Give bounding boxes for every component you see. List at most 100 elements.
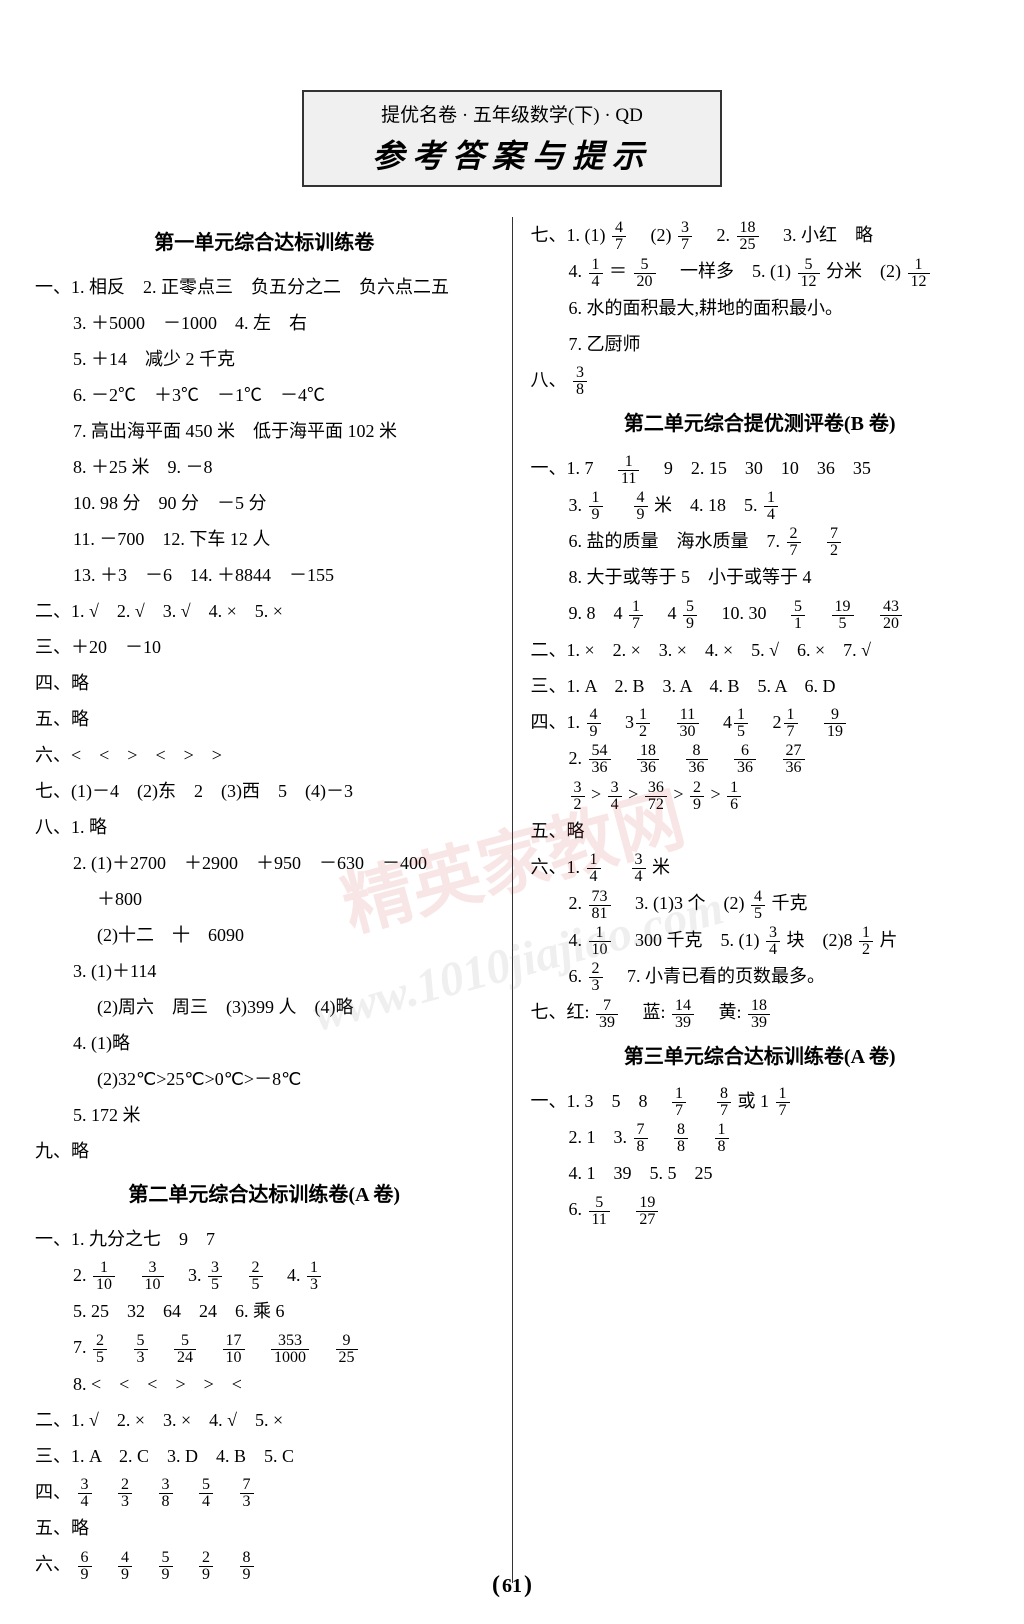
- fraction: 17: [776, 1086, 790, 1119]
- answer-line: 四、1. 49 312 1130 415 217 919: [531, 704, 990, 740]
- text: 2. 1 3.: [569, 1127, 632, 1147]
- text: 4.: [269, 1265, 305, 1285]
- fraction: 27: [787, 526, 801, 559]
- fraction: 836: [686, 743, 708, 776]
- fraction: 110: [589, 925, 611, 958]
- fraction: 14: [764, 490, 778, 523]
- answer-line: 四、 34 23 38 54 73: [35, 1474, 494, 1510]
- answer-line: 9. 8 4 17 4 59 10. 30 51 195 4320: [531, 595, 990, 631]
- fraction: 59: [159, 1550, 173, 1583]
- answer-line: 三、1. A 2. B 3. A 4. B 5. A 6. D: [531, 668, 990, 704]
- answer-line: 五、略: [35, 1510, 494, 1546]
- answer-line: 6. －2℃ ＋3℃ －1℃ －4℃: [35, 377, 494, 413]
- answer-line: (2)周六 周三 (3)399 人 (4)略: [35, 989, 494, 1025]
- answer-line: 2. 1 3. 78 88 18: [531, 1119, 990, 1155]
- fraction: 5436: [589, 743, 611, 776]
- fraction: 310: [142, 1260, 164, 1293]
- fraction: 49: [587, 707, 601, 740]
- answer-line: 6. 23 7. 小青已看的页数最多。: [531, 958, 990, 994]
- fraction: 47: [612, 220, 626, 253]
- fraction: 89: [240, 1550, 254, 1583]
- fraction: 12: [636, 707, 650, 740]
- fraction: 23: [118, 1477, 132, 1510]
- fraction: 53: [134, 1333, 148, 1366]
- header-title: 参考答案与提示: [304, 131, 720, 177]
- text: 四、1.: [531, 712, 585, 732]
- fraction: 35: [208, 1260, 222, 1293]
- section-title: 第二单元综合达标训练卷(A 卷): [35, 1175, 494, 1215]
- text: 七、红:: [531, 1002, 590, 1022]
- fraction: 73: [240, 1477, 254, 1510]
- answer-line: 五、略: [531, 813, 990, 849]
- text: 3. 小红 略: [765, 225, 873, 245]
- text: 6.: [569, 1199, 587, 1219]
- fraction: 25: [249, 1260, 263, 1293]
- text: 七、1. (1): [531, 225, 606, 245]
- text: 千克: [771, 893, 807, 913]
- fraction: 25: [93, 1333, 107, 1366]
- text: 3.: [569, 495, 587, 515]
- answer-line: 二、1. √ 2. × 3. × 4. √ 5. ×: [35, 1402, 494, 1438]
- text: 300 千克 5. (1): [617, 930, 760, 950]
- text: [607, 857, 625, 877]
- fraction: 13: [307, 1260, 321, 1293]
- text: 蓝:: [625, 1002, 666, 1022]
- fraction: 72: [827, 526, 841, 559]
- fraction: 19: [589, 490, 603, 523]
- answer-line: 九、略: [35, 1133, 494, 1169]
- text: 一、1. 7: [531, 458, 612, 478]
- text: 分米 (2): [826, 261, 901, 281]
- content: 第一单元综合达标训练卷 一、1. 相反 2. 正零点三 负五分之二 负六点二五 …: [0, 207, 1024, 1583]
- answer-line: 一、1. 九分之七 9 7: [35, 1221, 494, 1257]
- text: [609, 495, 627, 515]
- answer-line: 四、略: [35, 665, 494, 701]
- text: 六、: [35, 1554, 71, 1574]
- answer-line: 11. －700 12. 下车 12 人: [35, 521, 494, 557]
- fraction: 45: [751, 889, 765, 922]
- fraction: 1130: [677, 707, 699, 740]
- answer-line: 4. (1)略: [35, 1025, 494, 1061]
- answer-line: 一、1. 相反 2. 正零点三 负五分之二 负六点二五: [35, 269, 494, 305]
- text: 4.: [569, 930, 587, 950]
- text: 6. 盐的质量 海水质量 7.: [569, 531, 785, 551]
- text: 7. 小青已看的页数最多。: [609, 966, 825, 986]
- fraction: 111: [618, 454, 639, 487]
- fraction: 14: [587, 852, 601, 885]
- fraction: 511: [589, 1195, 610, 1228]
- fraction: 925: [336, 1333, 358, 1366]
- text: 9. 8 4: [569, 603, 623, 623]
- text: 或 1: [738, 1091, 770, 1111]
- fraction: 87: [717, 1086, 731, 1119]
- answer-line: 13. ＋3 －6 14. ＋8844 －155: [35, 557, 494, 593]
- fraction: 88: [674, 1122, 688, 1155]
- text: 2.: [569, 893, 587, 913]
- text: 7.: [73, 1337, 91, 1357]
- fraction: 59: [683, 599, 697, 632]
- fraction: 29: [690, 780, 704, 813]
- answer-line: 三、＋20 －10: [35, 629, 494, 665]
- answer-line: 5. ＋14 减少 2 千克: [35, 341, 494, 377]
- fraction: 919: [824, 707, 846, 740]
- header-subtitle: 提优名卷 · 五年级数学(下) · QD: [304, 100, 720, 127]
- fraction: 7381: [589, 889, 611, 922]
- fraction: 2736: [783, 743, 805, 776]
- section-title: 第二单元综合提优测评卷(B 卷): [531, 404, 990, 444]
- fraction: 34: [766, 925, 780, 958]
- answer-line: 3. (1)＋114: [35, 953, 494, 989]
- fraction: 739: [596, 998, 618, 1031]
- text: 六、1.: [531, 857, 585, 877]
- fraction: 15: [734, 707, 748, 740]
- answer-line: 二、1. × 2. × 3. × 4. × 5. √ 6. × 7. √: [531, 632, 990, 668]
- answer-line: (2)十二 十 6090: [35, 917, 494, 953]
- answer-line: 五、略: [35, 701, 494, 737]
- fraction: 49: [118, 1550, 132, 1583]
- answer-line: 2. (1)＋2700 ＋2900 ＋950 －630 －400: [35, 845, 494, 881]
- answer-line: 一、1. 7 111 9 2. 15 30 10 36 35: [531, 450, 990, 486]
- fraction: 37: [678, 220, 692, 253]
- answer-line: 4. 1 39 5. 5 25: [531, 1155, 990, 1191]
- answer-line: 7. 25 53 524 1710 3531000 925: [35, 1329, 494, 1365]
- fraction: 524: [174, 1333, 196, 1366]
- answer-line: 六、< < > < > >: [35, 737, 494, 773]
- answer-line: 二、1. √ 2. √ 3. √ 4. × 5. ×: [35, 593, 494, 629]
- page-number: 61: [492, 1572, 532, 1599]
